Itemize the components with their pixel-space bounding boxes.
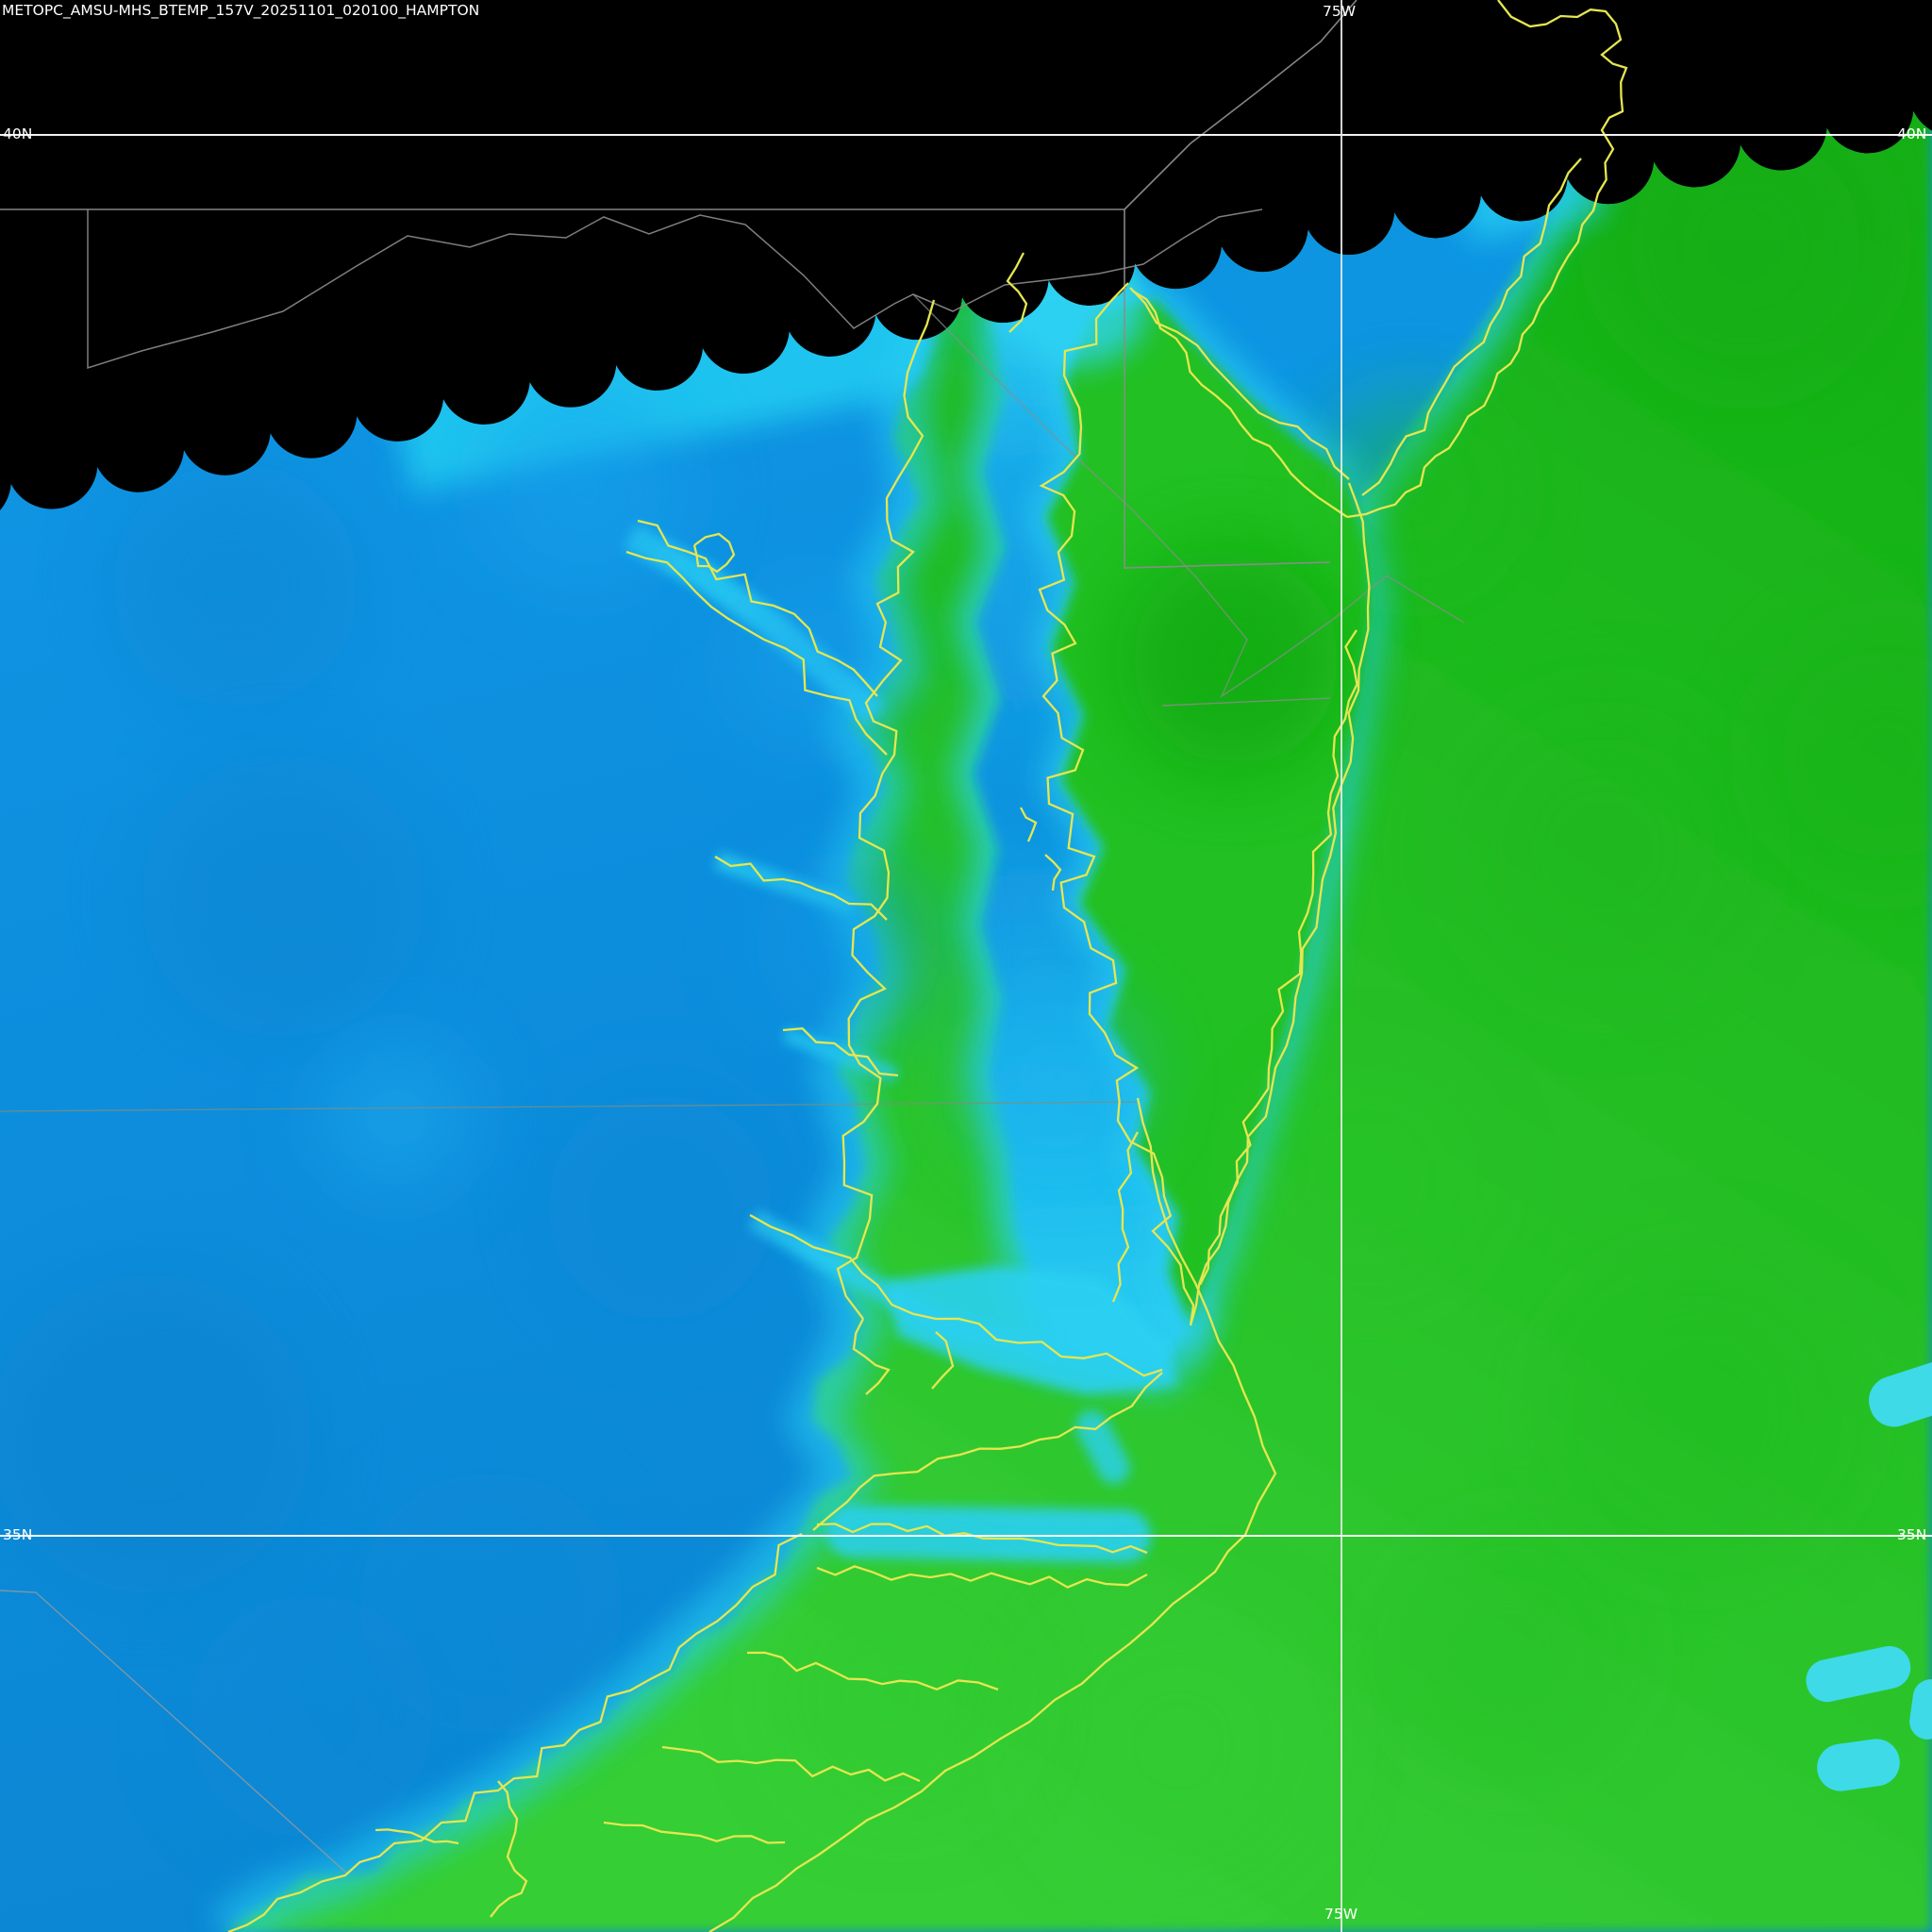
btemp-mottle <box>1387 1528 1632 1774</box>
btemp-mottle <box>976 995 1137 1156</box>
coastline <box>812 1372 1163 1531</box>
gridline-label-75w-bottom: 75W <box>1324 1906 1358 1923</box>
btemp-mottle <box>113 462 358 708</box>
coastline <box>227 1532 803 1932</box>
coastline <box>1129 287 1350 480</box>
coastline <box>1131 290 1348 518</box>
state-border <box>1161 697 1331 707</box>
btemp-mottle <box>1255 1066 1481 1292</box>
coastline <box>1111 1131 1140 1303</box>
coastline <box>603 1821 786 1844</box>
btemp-mottle <box>1321 396 1509 585</box>
york-estuary <box>782 1026 899 1083</box>
btemp-mottle <box>189 1594 434 1840</box>
btemp-mottle <box>755 849 943 1038</box>
coastline <box>490 1780 528 1918</box>
state-border <box>0 1590 348 1874</box>
coastline <box>637 519 878 697</box>
coastline <box>661 1745 921 1783</box>
coastline <box>375 1828 459 1845</box>
btemp-mottle <box>1132 557 1340 764</box>
offshore-cyan-blob <box>1817 1739 1900 1791</box>
bay-mouth-cyan <box>885 1266 1177 1394</box>
coastline <box>816 1565 1148 1589</box>
btemp-mottle <box>0 1274 311 1594</box>
delmarva-warm-region <box>1047 300 1370 1323</box>
coastline <box>625 550 888 756</box>
gridline-label-35n-left: 35N <box>3 1526 33 1543</box>
coastline <box>1019 807 1038 842</box>
btemp-mottle <box>142 755 425 1038</box>
coastline <box>692 532 736 574</box>
coastline <box>931 1331 955 1390</box>
coastline <box>714 856 888 921</box>
overlay-lines-layer <box>0 0 1628 1932</box>
btemp-mottle <box>1604 104 1887 387</box>
gridline-label-40n-left: 40N <box>3 125 33 142</box>
coastline <box>749 1213 1163 1377</box>
coastline <box>1346 0 1628 519</box>
coastline <box>1198 629 1358 1286</box>
btemp-mottle <box>1538 1255 1858 1575</box>
product-title: METOPC_AMSU-MHS_BTEMP_157V_20251101_0201… <box>2 2 480 19</box>
coastline <box>1006 252 1028 333</box>
offshore-cyan-blob <box>1806 1645 1911 1703</box>
coastline <box>836 299 936 1320</box>
coastline <box>782 1027 899 1077</box>
btemp-mottle <box>481 387 689 594</box>
coastline <box>1044 854 1062 891</box>
btemp-mottle <box>1038 1604 1321 1887</box>
btemp-mottle <box>547 1094 774 1321</box>
offshore-cyan-blob <box>1909 1679 1932 1740</box>
albemarle-sound-cyan <box>826 1505 1151 1563</box>
gridline-label-35n-right: 35N <box>1897 1526 1927 1543</box>
coastline <box>746 1651 999 1691</box>
gridline-label-40n-right: 40N <box>1897 125 1927 142</box>
coastline <box>816 1523 1148 1555</box>
btemp-mottle <box>783 1585 1009 1811</box>
coastline <box>852 1318 891 1395</box>
gridline-label-75w-top: 75W <box>1323 3 1357 20</box>
coastline <box>1361 158 1582 496</box>
state-border <box>744 208 1263 329</box>
offshore-cyan-blob <box>1869 1353 1932 1427</box>
state-border <box>912 293 1465 699</box>
state-border <box>87 209 746 370</box>
state-border <box>0 1101 1138 1112</box>
btemp-mottle <box>1453 698 1755 1000</box>
coastline <box>1038 282 1195 1326</box>
coastline <box>708 1097 1277 1932</box>
state-border <box>1124 209 1331 569</box>
btemp-mottle <box>1755 623 1932 887</box>
btemp-mottle <box>321 1042 472 1193</box>
state-border <box>1124 0 1357 210</box>
btemp-mottle <box>726 575 896 745</box>
